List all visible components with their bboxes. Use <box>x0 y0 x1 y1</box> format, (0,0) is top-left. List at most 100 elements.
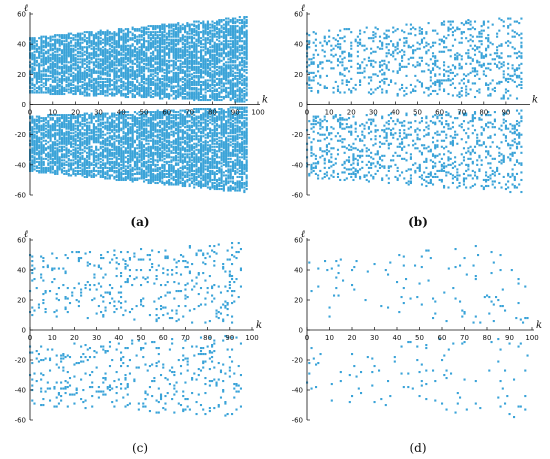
data-point <box>174 156 178 159</box>
data-point <box>92 77 95 80</box>
data-point <box>193 174 196 177</box>
data-point <box>42 53 45 56</box>
data-point <box>104 32 107 35</box>
data-point <box>49 74 52 77</box>
data-point <box>124 121 127 124</box>
data-point <box>143 44 146 47</box>
data-point <box>129 147 132 150</box>
data-point <box>195 135 198 138</box>
data-point <box>122 37 125 40</box>
data-point <box>54 160 57 163</box>
data-point <box>101 41 105 44</box>
data-point <box>200 83 203 86</box>
data-point <box>172 97 175 100</box>
data-point <box>70 74 73 77</box>
data-point <box>163 166 166 169</box>
data-point <box>79 68 82 71</box>
data-point <box>177 22 180 25</box>
data-point <box>174 175 178 178</box>
data-point <box>95 163 98 166</box>
data-point <box>117 58 121 61</box>
data-point <box>51 47 54 50</box>
data-point <box>204 148 207 151</box>
data-point <box>193 180 196 183</box>
data-point <box>74 67 77 70</box>
data-point <box>76 79 79 82</box>
data-point <box>202 141 205 144</box>
data-point <box>184 83 187 86</box>
data-point <box>190 95 193 99</box>
data-point <box>47 126 50 129</box>
data-point <box>197 61 200 64</box>
data-point <box>72 139 75 142</box>
data-point <box>47 136 50 139</box>
data-point <box>204 65 207 68</box>
data-point <box>81 41 84 44</box>
data-point <box>200 74 203 77</box>
data-point <box>88 38 91 41</box>
data-point <box>106 148 109 151</box>
data-point <box>165 76 168 79</box>
data-point <box>143 55 146 58</box>
data-point <box>188 136 191 139</box>
data-point <box>206 89 209 93</box>
data-point <box>149 80 152 83</box>
data-point <box>165 160 168 163</box>
data-point <box>49 136 52 139</box>
data-point <box>47 133 50 136</box>
data-point <box>158 64 162 67</box>
data-point <box>154 159 157 162</box>
data-point <box>186 68 189 71</box>
data-point <box>99 58 102 61</box>
data-point <box>197 35 200 38</box>
data-point <box>200 121 203 124</box>
data-point <box>33 127 36 130</box>
data-point <box>54 53 57 56</box>
data-point <box>174 111 178 114</box>
data-point <box>51 144 54 147</box>
data-point <box>127 160 130 163</box>
data-point <box>127 171 130 174</box>
data-point <box>33 53 36 56</box>
data-point <box>181 76 184 79</box>
data-point <box>86 65 89 68</box>
data-point <box>120 58 123 61</box>
data-point <box>154 34 157 37</box>
data-point <box>136 88 139 91</box>
data-point <box>108 65 111 68</box>
data-point <box>122 35 125 38</box>
data-point <box>184 180 187 183</box>
data-point <box>51 85 54 88</box>
data-point <box>58 83 61 86</box>
data-point <box>117 43 121 46</box>
data-point <box>158 120 162 123</box>
data-point <box>88 150 91 153</box>
data-point <box>113 71 116 74</box>
data-point <box>168 49 171 52</box>
data-point <box>204 112 207 115</box>
data-point <box>170 168 173 171</box>
data-point <box>101 133 105 136</box>
data-point <box>149 91 152 94</box>
data-point <box>181 135 184 138</box>
data-point <box>106 172 109 175</box>
data-point <box>108 174 111 177</box>
data-point <box>99 127 102 130</box>
data-point <box>174 142 178 145</box>
data-point <box>143 67 146 70</box>
data-point <box>197 26 200 29</box>
data-point <box>38 46 41 49</box>
data-point <box>202 166 205 169</box>
data-point <box>152 58 155 61</box>
data-point <box>136 58 139 61</box>
data-point <box>88 165 91 168</box>
data-point <box>188 55 191 58</box>
data-point <box>195 31 198 34</box>
data-point <box>193 23 196 26</box>
data-point <box>115 117 118 120</box>
data-point <box>38 126 41 129</box>
data-point <box>184 82 187 85</box>
data-point <box>63 35 66 38</box>
data-point <box>49 38 52 41</box>
data-point <box>38 68 41 71</box>
